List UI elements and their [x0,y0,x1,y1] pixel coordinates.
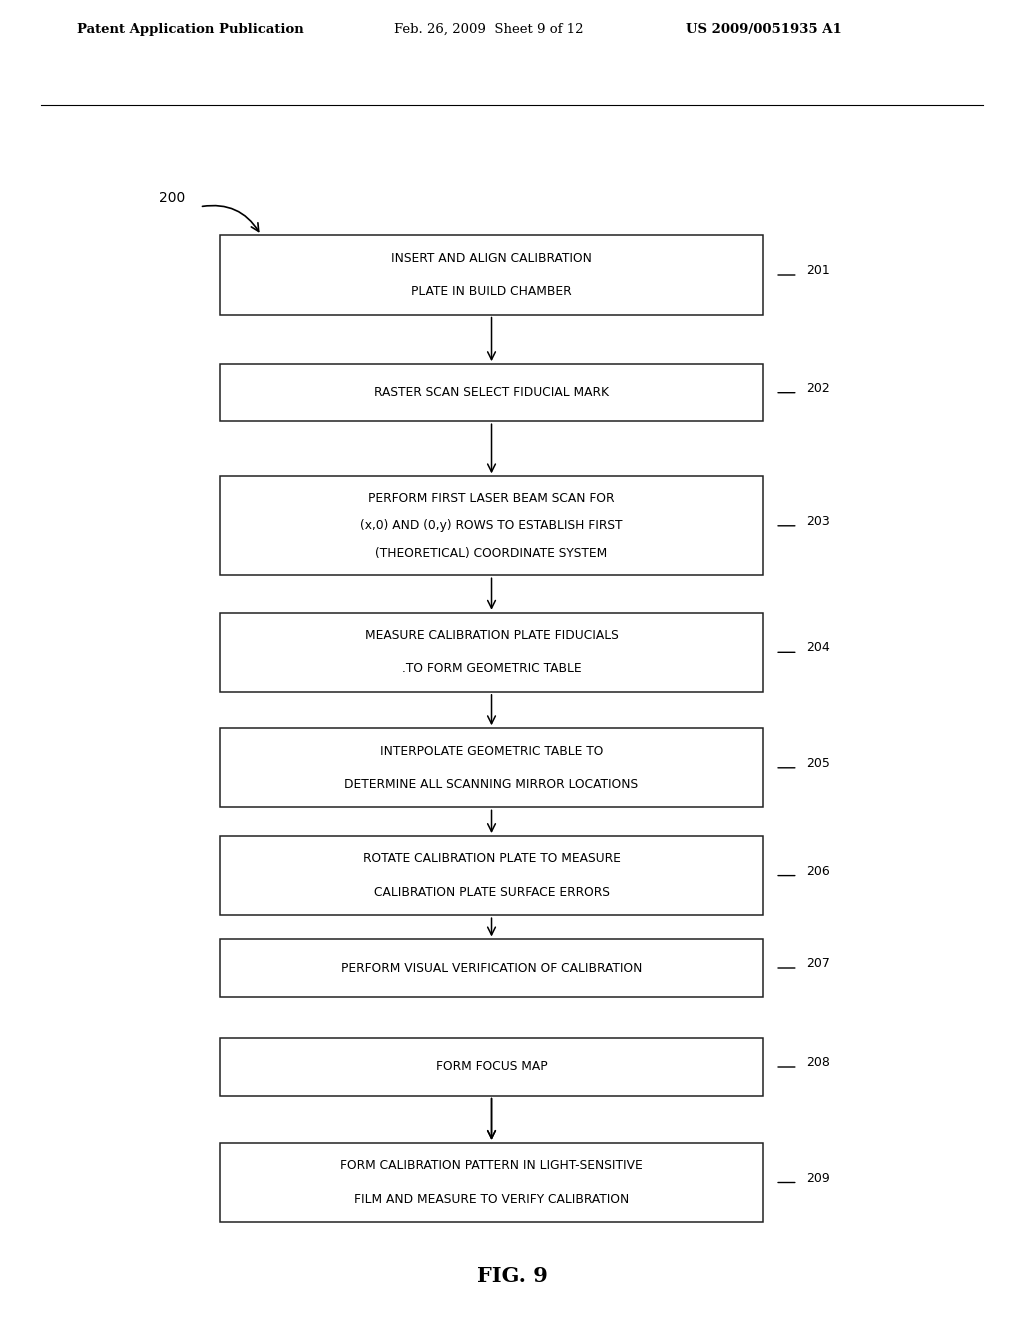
Bar [220,940,763,997]
Text: 203: 203 [806,515,829,528]
Text: PERFORM VISUAL VERIFICATION OF CALIBRATION: PERFORM VISUAL VERIFICATION OF CALIBRATI… [341,961,642,974]
Text: .TO FORM GEOMETRIC TABLE: .TO FORM GEOMETRIC TABLE [401,663,582,676]
Text: ROTATE CALIBRATION PLATE TO MEASURE: ROTATE CALIBRATION PLATE TO MEASURE [362,853,621,866]
Text: 204: 204 [806,642,829,655]
Text: 205: 205 [806,756,829,770]
Bar [220,836,763,915]
Text: INSERT AND ALIGN CALIBRATION: INSERT AND ALIGN CALIBRATION [391,252,592,265]
Text: Feb. 26, 2009  Sheet 9 of 12: Feb. 26, 2009 Sheet 9 of 12 [394,22,584,36]
Text: RASTER SCAN SELECT FIDUCIAL MARK: RASTER SCAN SELECT FIDUCIAL MARK [374,387,609,399]
Bar [220,729,763,808]
Text: PERFORM FIRST LASER BEAM SCAN FOR: PERFORM FIRST LASER BEAM SCAN FOR [369,492,614,506]
Text: FORM FOCUS MAP: FORM FOCUS MAP [435,1060,548,1073]
Bar [220,477,763,576]
Text: FILM AND MEASURE TO VERIFY CALIBRATION: FILM AND MEASURE TO VERIFY CALIBRATION [354,1193,629,1205]
Text: 209: 209 [806,1172,829,1184]
Text: FIG. 9: FIG. 9 [476,1266,548,1286]
Text: (THEORETICAL) COORDINATE SYSTEM: (THEORETICAL) COORDINATE SYSTEM [376,546,607,560]
Bar [220,235,763,314]
Text: PLATE IN BUILD CHAMBER: PLATE IN BUILD CHAMBER [412,285,571,298]
Bar [220,364,763,421]
Bar [220,612,763,692]
Text: INTERPOLATE GEOMETRIC TABLE TO: INTERPOLATE GEOMETRIC TABLE TO [380,744,603,758]
Text: DETERMINE ALL SCANNING MIRROR LOCATIONS: DETERMINE ALL SCANNING MIRROR LOCATIONS [344,777,639,791]
Text: 208: 208 [806,1056,829,1069]
Bar [220,1039,763,1096]
Text: CALIBRATION PLATE SURFACE ERRORS: CALIBRATION PLATE SURFACE ERRORS [374,886,609,899]
Text: 207: 207 [806,957,829,970]
Text: 200: 200 [159,191,185,205]
Text: Patent Application Publication: Patent Application Publication [77,22,303,36]
Text: 206: 206 [806,865,829,878]
Text: MEASURE CALIBRATION PLATE FIDUCIALS: MEASURE CALIBRATION PLATE FIDUCIALS [365,630,618,642]
Text: 202: 202 [806,381,829,395]
Text: 201: 201 [806,264,829,277]
Bar [220,1143,763,1222]
Text: FORM CALIBRATION PATTERN IN LIGHT-SENSITIVE: FORM CALIBRATION PATTERN IN LIGHT-SENSIT… [340,1159,643,1172]
Text: US 2009/0051935 A1: US 2009/0051935 A1 [686,22,842,36]
Text: (x,0) AND (0,y) ROWS TO ESTABLISH FIRST: (x,0) AND (0,y) ROWS TO ESTABLISH FIRST [360,519,623,532]
